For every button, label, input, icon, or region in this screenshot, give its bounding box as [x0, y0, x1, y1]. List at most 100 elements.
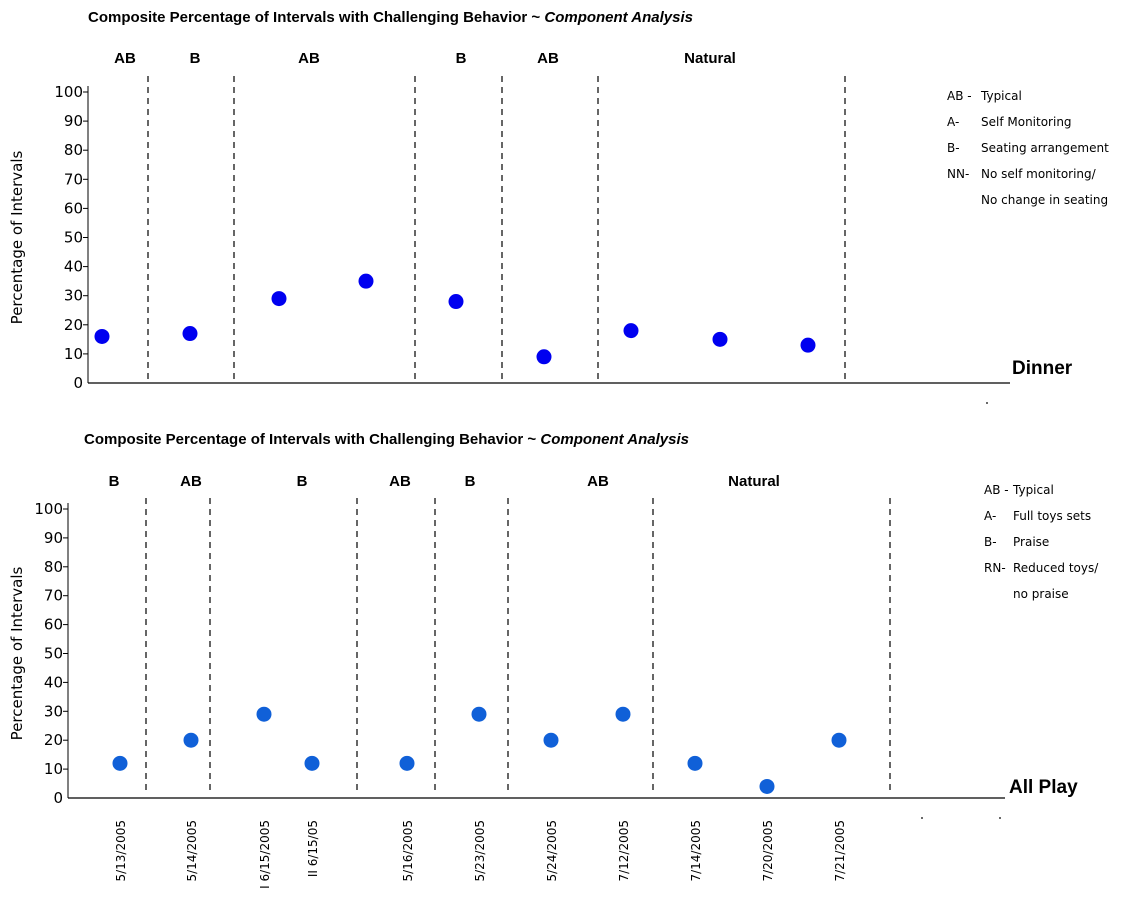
chart-title-main: Composite Percentage of Intervals with C…: [84, 431, 540, 448]
x-tick-label: 5/13/2005: [114, 820, 128, 882]
data-point: [304, 755, 320, 771]
data-point: [687, 755, 703, 771]
data-point: [358, 273, 374, 289]
x-tick-label: II 6/15/05: [306, 820, 320, 877]
phase-label: AB: [298, 50, 320, 67]
legend-key: B-: [984, 535, 997, 549]
phase-label: B: [109, 473, 120, 490]
y-tick-label: 40: [64, 258, 83, 276]
data-point: [712, 331, 728, 347]
y-tick-label: 80: [64, 141, 83, 159]
y-axis-label: Percentage of Intervals: [8, 151, 26, 325]
phase-label: AB: [537, 50, 559, 67]
y-tick-label: 30: [44, 702, 63, 720]
data-point: [448, 294, 464, 310]
y-tick-label: 60: [64, 199, 83, 217]
data-point: [182, 326, 198, 342]
y-tick-label: 50: [44, 645, 63, 663]
chart-title-main: Composite Percentage of Intervals with C…: [88, 9, 544, 26]
x-tick-label: I 6/15/2005: [258, 820, 272, 889]
legend-text: Full toys sets: [1013, 509, 1091, 523]
data-point: [471, 706, 487, 722]
phase-label: AB: [587, 473, 609, 490]
x-tick-label: 7/20/2005: [761, 820, 775, 882]
legend-text: no praise: [1013, 587, 1069, 601]
y-tick-label: 60: [44, 616, 63, 634]
y-tick-label: 30: [64, 287, 83, 305]
data-point: [800, 337, 816, 353]
all-play-chart: Composite Percentage of Intervals with C…: [8, 431, 1099, 889]
legend-text: No self monitoring/: [981, 167, 1097, 181]
chart-title-italic: Component Analysis: [540, 431, 689, 448]
data-point: [271, 291, 287, 307]
legend-text: No change in seating: [981, 193, 1108, 207]
legend-text: Typical: [980, 89, 1022, 103]
y-tick-label: 10: [44, 760, 63, 778]
x-tick-label: 7/14/2005: [689, 820, 703, 882]
legend-key: RN-: [984, 561, 1006, 575]
data-point: [256, 706, 272, 722]
stray-mark: [986, 402, 988, 404]
y-tick-label: 0: [73, 374, 83, 392]
y-tick-label: 90: [44, 529, 63, 547]
chart-title-italic: Component Analysis: [544, 9, 693, 26]
legend-text: Reduced toys/: [1013, 561, 1099, 575]
panel-label: All Play: [1009, 777, 1078, 798]
phase-label: AB: [114, 50, 136, 67]
data-point: [759, 778, 775, 794]
phase-label: B: [456, 50, 467, 67]
phase-label: Natural: [684, 50, 736, 67]
chart-title: Composite Percentage of Intervals with C…: [88, 9, 693, 26]
legend-text: Seating arrangement: [981, 141, 1109, 155]
x-tick-label: 5/14/2005: [185, 820, 199, 882]
y-tick-label: 80: [44, 558, 63, 576]
y-tick-label: 20: [64, 316, 83, 334]
legend-key: AB -: [947, 89, 972, 103]
legend-text: Praise: [1013, 535, 1049, 549]
y-tick-label: 50: [64, 229, 83, 247]
legend-key: A-: [984, 509, 996, 523]
y-tick-label: 40: [44, 673, 63, 691]
x-tick-label: 5/24/2005: [545, 820, 559, 882]
data-point: [543, 732, 559, 748]
y-tick-label: 70: [64, 170, 83, 188]
y-tick-label: 90: [64, 112, 83, 130]
data-point: [623, 323, 639, 339]
legend-text: Self Monitoring: [981, 115, 1072, 129]
phase-label: B: [190, 50, 201, 67]
phase-label: B: [297, 473, 308, 490]
y-tick-label: 10: [64, 345, 83, 363]
dinner-chart: Composite Percentage of Intervals with C…: [8, 9, 1109, 404]
data-point: [615, 706, 631, 722]
y-tick-label: 70: [44, 587, 63, 605]
data-point: [183, 732, 199, 748]
chart-title: Composite Percentage of Intervals with C…: [84, 431, 689, 448]
panel-label: Dinner: [1012, 358, 1073, 379]
data-point: [536, 349, 552, 365]
legend-key: AB -: [984, 483, 1009, 497]
stray-mark: [921, 817, 923, 819]
y-tick-label: 20: [44, 731, 63, 749]
data-point: [399, 755, 415, 771]
x-tick-label: 7/21/2005: [833, 820, 847, 882]
y-axis-label: Percentage of Intervals: [8, 567, 26, 741]
phase-label: AB: [389, 473, 411, 490]
x-tick-label: 5/23/2005: [473, 820, 487, 882]
legend-key: B-: [947, 141, 960, 155]
y-tick-label: 100: [34, 500, 63, 518]
data-point: [831, 732, 847, 748]
data-point: [112, 755, 128, 771]
stray-mark: [999, 817, 1001, 819]
x-tick-label: 5/16/2005: [401, 820, 415, 882]
phase-label: Natural: [728, 473, 780, 490]
legend-key: A-: [947, 115, 959, 129]
y-tick-label: 100: [54, 83, 83, 101]
x-tick-label: 7/12/2005: [617, 820, 631, 882]
legend-text: Typical: [1012, 483, 1054, 497]
data-point: [94, 328, 110, 344]
phase-label: AB: [180, 473, 202, 490]
legend-key: NN-: [947, 167, 969, 181]
phase-label: B: [465, 473, 476, 490]
y-tick-label: 0: [53, 789, 63, 807]
